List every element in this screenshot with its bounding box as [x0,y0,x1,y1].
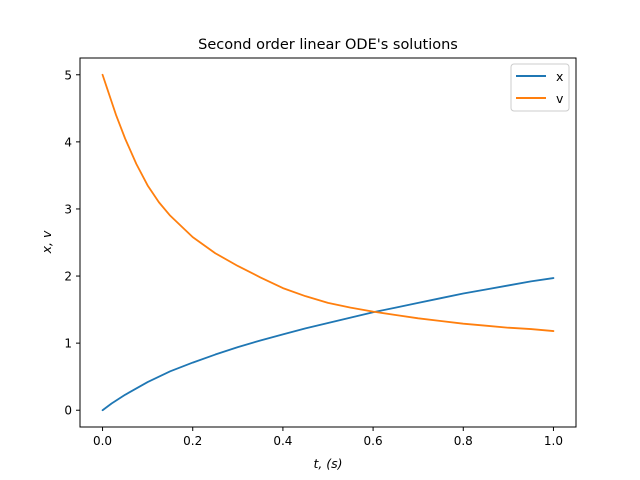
series-line-x [101,277,555,412]
x-tick-label: 0.4 [273,434,292,448]
x-axis-label: t, (s) [313,456,342,471]
y-axis-label: x, v [39,230,54,254]
y-tick-label: 0 [64,404,72,418]
series-line-v [101,73,555,332]
legend-label-x: x [556,69,563,84]
plot-area [79,57,577,428]
chart-title: Second order linear ODE's solutions [198,37,458,53]
x-tick-label: 0.6 [364,434,383,448]
y-tick-label: 5 [64,68,72,82]
x-axis: 0.0 0.2 0.4 0.6 0.8 1.0 [93,427,563,448]
y-tick-label: 1 [64,337,72,351]
plot-frame [79,57,577,428]
x-tick-label: 1.0 [544,434,563,448]
legend-label-v: v [556,91,564,106]
x-tick-label: 0.2 [183,434,202,448]
legend: x v [510,63,570,112]
y-tick-label: 2 [64,270,72,284]
series-layer [101,73,555,412]
y-axis: 0 1 2 3 4 5 [64,68,80,418]
x-tick-label: 0.0 [93,434,112,448]
y-tick-label: 3 [64,202,72,216]
y-tick-label: 4 [64,135,72,149]
x-tick-label: 0.8 [454,434,473,448]
